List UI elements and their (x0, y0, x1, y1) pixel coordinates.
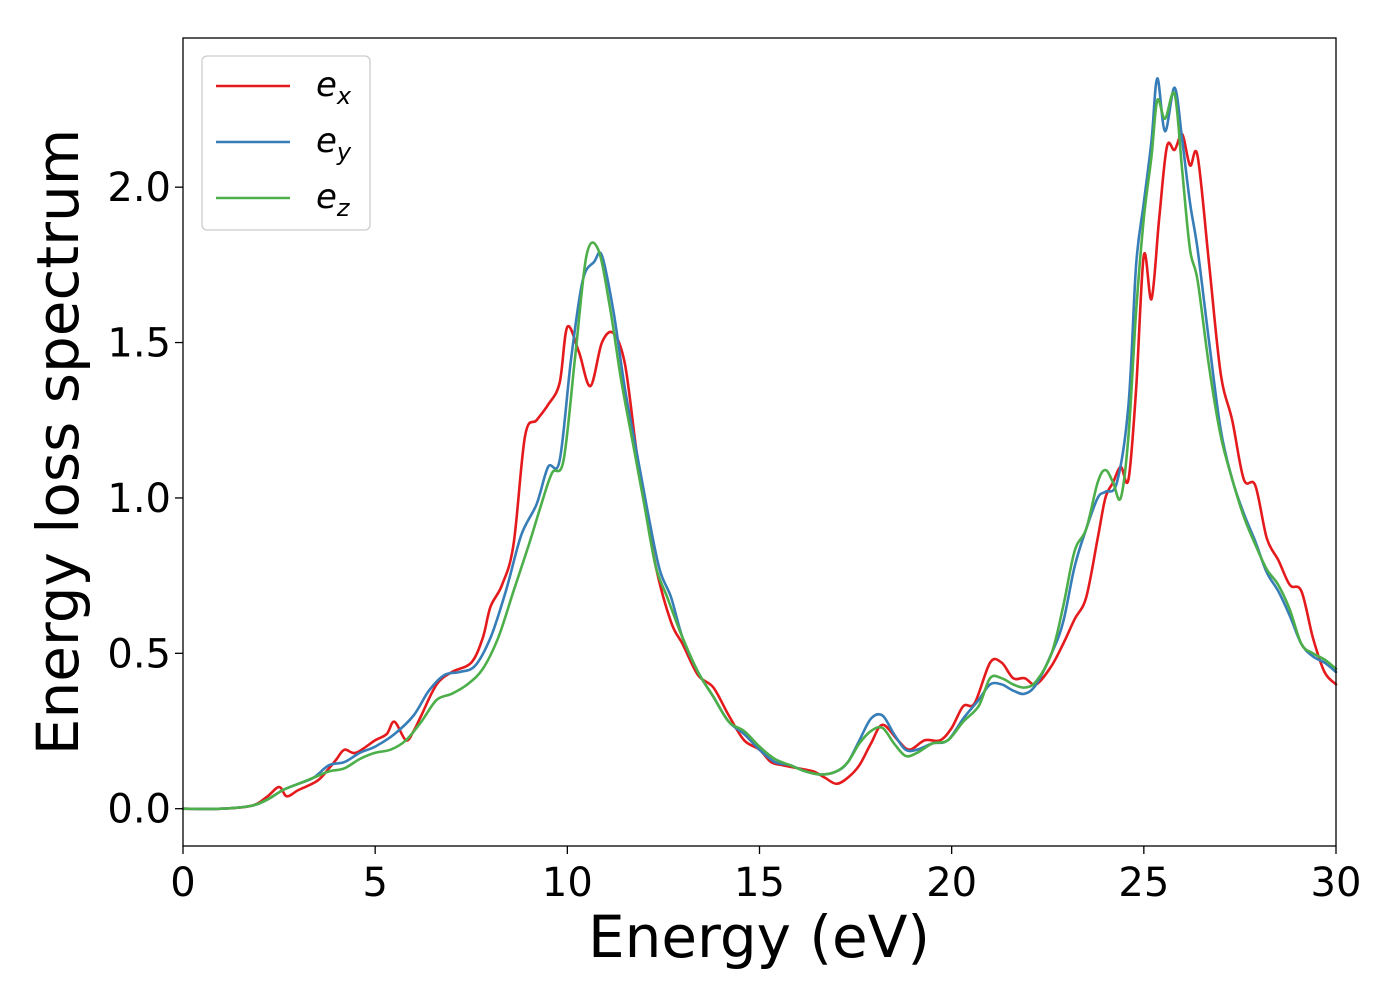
series-line-ez (181, 91, 1338, 811)
x-tick-label: 5 (362, 860, 387, 906)
legend-label-ex: ex (316, 65, 352, 110)
y-tick-label: 2.0 (107, 165, 171, 211)
x-tick-label: 15 (734, 860, 785, 906)
x-tick-label: 25 (1118, 860, 1169, 906)
legend-label-ey: ey (316, 121, 352, 166)
y-tick-label: 0.0 (107, 787, 171, 833)
series-line-ex (181, 132, 1338, 811)
y-axis-ticks: 0.0 0.5 1.0 1.5 2.0 (107, 165, 183, 833)
y-axis-title: Energy loss spectrum (24, 129, 92, 755)
y-tick-label: 0.5 (107, 631, 171, 677)
y-tick-label: 1.5 (107, 321, 171, 367)
y-tick-label: 1.0 (107, 476, 171, 522)
series-layer (181, 77, 1338, 811)
x-axis-ticks: 0 5 10 15 20 25 30 (170, 846, 1361, 906)
x-axis-title: Energy (eV) (588, 903, 930, 971)
x-tick-label: 30 (1311, 860, 1362, 906)
x-tick-label: 20 (926, 860, 977, 906)
x-tick-label: 0 (170, 860, 195, 906)
x-tick-label: 10 (542, 860, 593, 906)
